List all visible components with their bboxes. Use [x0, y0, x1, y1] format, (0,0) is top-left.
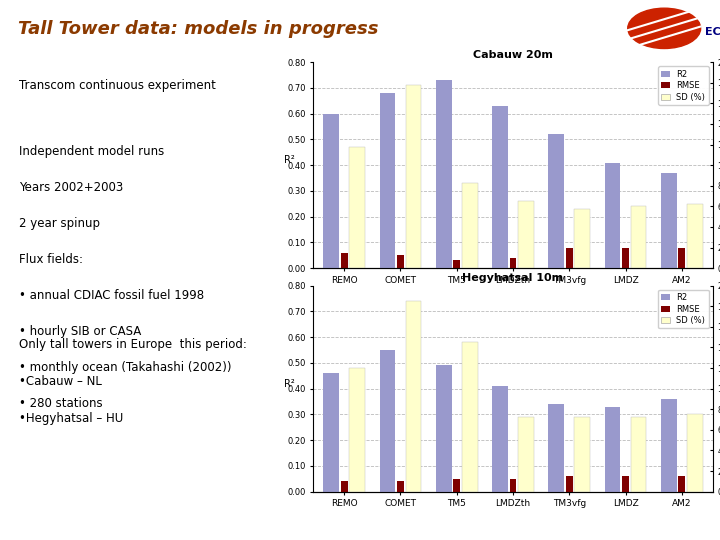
- Ellipse shape: [628, 8, 701, 49]
- Text: •Cabauw – NL: •Cabauw – NL: [19, 375, 102, 388]
- Bar: [575, 209, 590, 268]
- Bar: [492, 386, 508, 491]
- Text: • 280 stations: • 280 stations: [19, 396, 102, 409]
- Bar: [678, 476, 685, 491]
- Legend: R2, RMSE, SD (%): R2, RMSE, SD (%): [658, 290, 708, 328]
- Text: • annual CDIAC fossil fuel 1998: • annual CDIAC fossil fuel 1998: [19, 288, 204, 301]
- Bar: [341, 253, 348, 268]
- Bar: [454, 260, 460, 268]
- Text: Transcom continuous experiment: Transcom continuous experiment: [19, 79, 216, 92]
- Bar: [575, 417, 590, 491]
- Bar: [462, 342, 477, 491]
- Bar: [462, 183, 477, 268]
- Title: Hegyhatsal 10m: Hegyhatsal 10m: [462, 273, 564, 284]
- Text: CarboEurope-IP: Open Science
Conference on the GHG Cycle in the
Northern Hemisph: CarboEurope-IP: Open Science Conference …: [11, 508, 141, 531]
- Bar: [405, 301, 421, 491]
- Y-axis label: R²: R²: [284, 155, 294, 165]
- Text: 2 year spinup: 2 year spinup: [19, 217, 100, 230]
- Bar: [605, 407, 621, 491]
- Bar: [518, 417, 534, 491]
- Bar: [687, 414, 703, 491]
- Bar: [405, 85, 421, 268]
- Bar: [678, 247, 685, 268]
- Bar: [631, 417, 647, 491]
- Text: Tall Tower data: models in progress: Tall Tower data: models in progress: [18, 21, 379, 38]
- Bar: [323, 373, 339, 491]
- Text: Years 2002+2003: Years 2002+2003: [19, 180, 123, 193]
- Text: •Hegyhatsal – HU: •Hegyhatsal – HU: [19, 413, 123, 426]
- Bar: [454, 479, 460, 491]
- Bar: [510, 479, 516, 491]
- Text: Flux fields:: Flux fields:: [19, 253, 83, 266]
- Bar: [349, 147, 365, 268]
- Text: • hourly SIB or CASA: • hourly SIB or CASA: [19, 325, 141, 338]
- Legend: R2, RMSE, SD (%): R2, RMSE, SD (%): [658, 66, 708, 105]
- Bar: [566, 476, 572, 491]
- Text: Independent model runs: Independent model runs: [19, 145, 164, 158]
- Bar: [622, 476, 629, 491]
- Bar: [566, 247, 572, 268]
- Bar: [349, 368, 365, 491]
- Bar: [397, 481, 404, 491]
- Bar: [661, 399, 677, 491]
- Y-axis label: R²: R²: [284, 379, 294, 389]
- Text: ECN: ECN: [705, 27, 720, 37]
- Bar: [661, 173, 677, 268]
- Title: Cabauw 20m: Cabauw 20m: [473, 50, 553, 60]
- Text: 26: 26: [354, 518, 366, 528]
- Text: The CHIOTTO tall tower network: setup and first results: The CHIOTTO tall tower network: setup an…: [260, 508, 460, 514]
- Text: Only tall towers in Europe  this period:: Only tall towers in Europe this period:: [19, 338, 247, 350]
- Bar: [549, 404, 564, 491]
- Bar: [323, 113, 339, 268]
- Bar: [379, 350, 395, 491]
- Text: • monthly ocean (Takahashi (2002)): • monthly ocean (Takahashi (2002)): [19, 361, 231, 374]
- Bar: [549, 134, 564, 268]
- Bar: [436, 366, 451, 491]
- Bar: [492, 106, 508, 268]
- Text: www.ecn.nl: www.ecn.nl: [661, 514, 709, 522]
- Bar: [397, 255, 404, 268]
- Bar: [379, 93, 395, 268]
- Bar: [436, 80, 451, 268]
- Bar: [687, 204, 703, 268]
- Bar: [605, 163, 621, 268]
- Bar: [518, 201, 534, 268]
- Bar: [510, 258, 516, 268]
- Bar: [622, 247, 629, 268]
- Bar: [631, 206, 647, 268]
- Bar: [341, 481, 348, 491]
